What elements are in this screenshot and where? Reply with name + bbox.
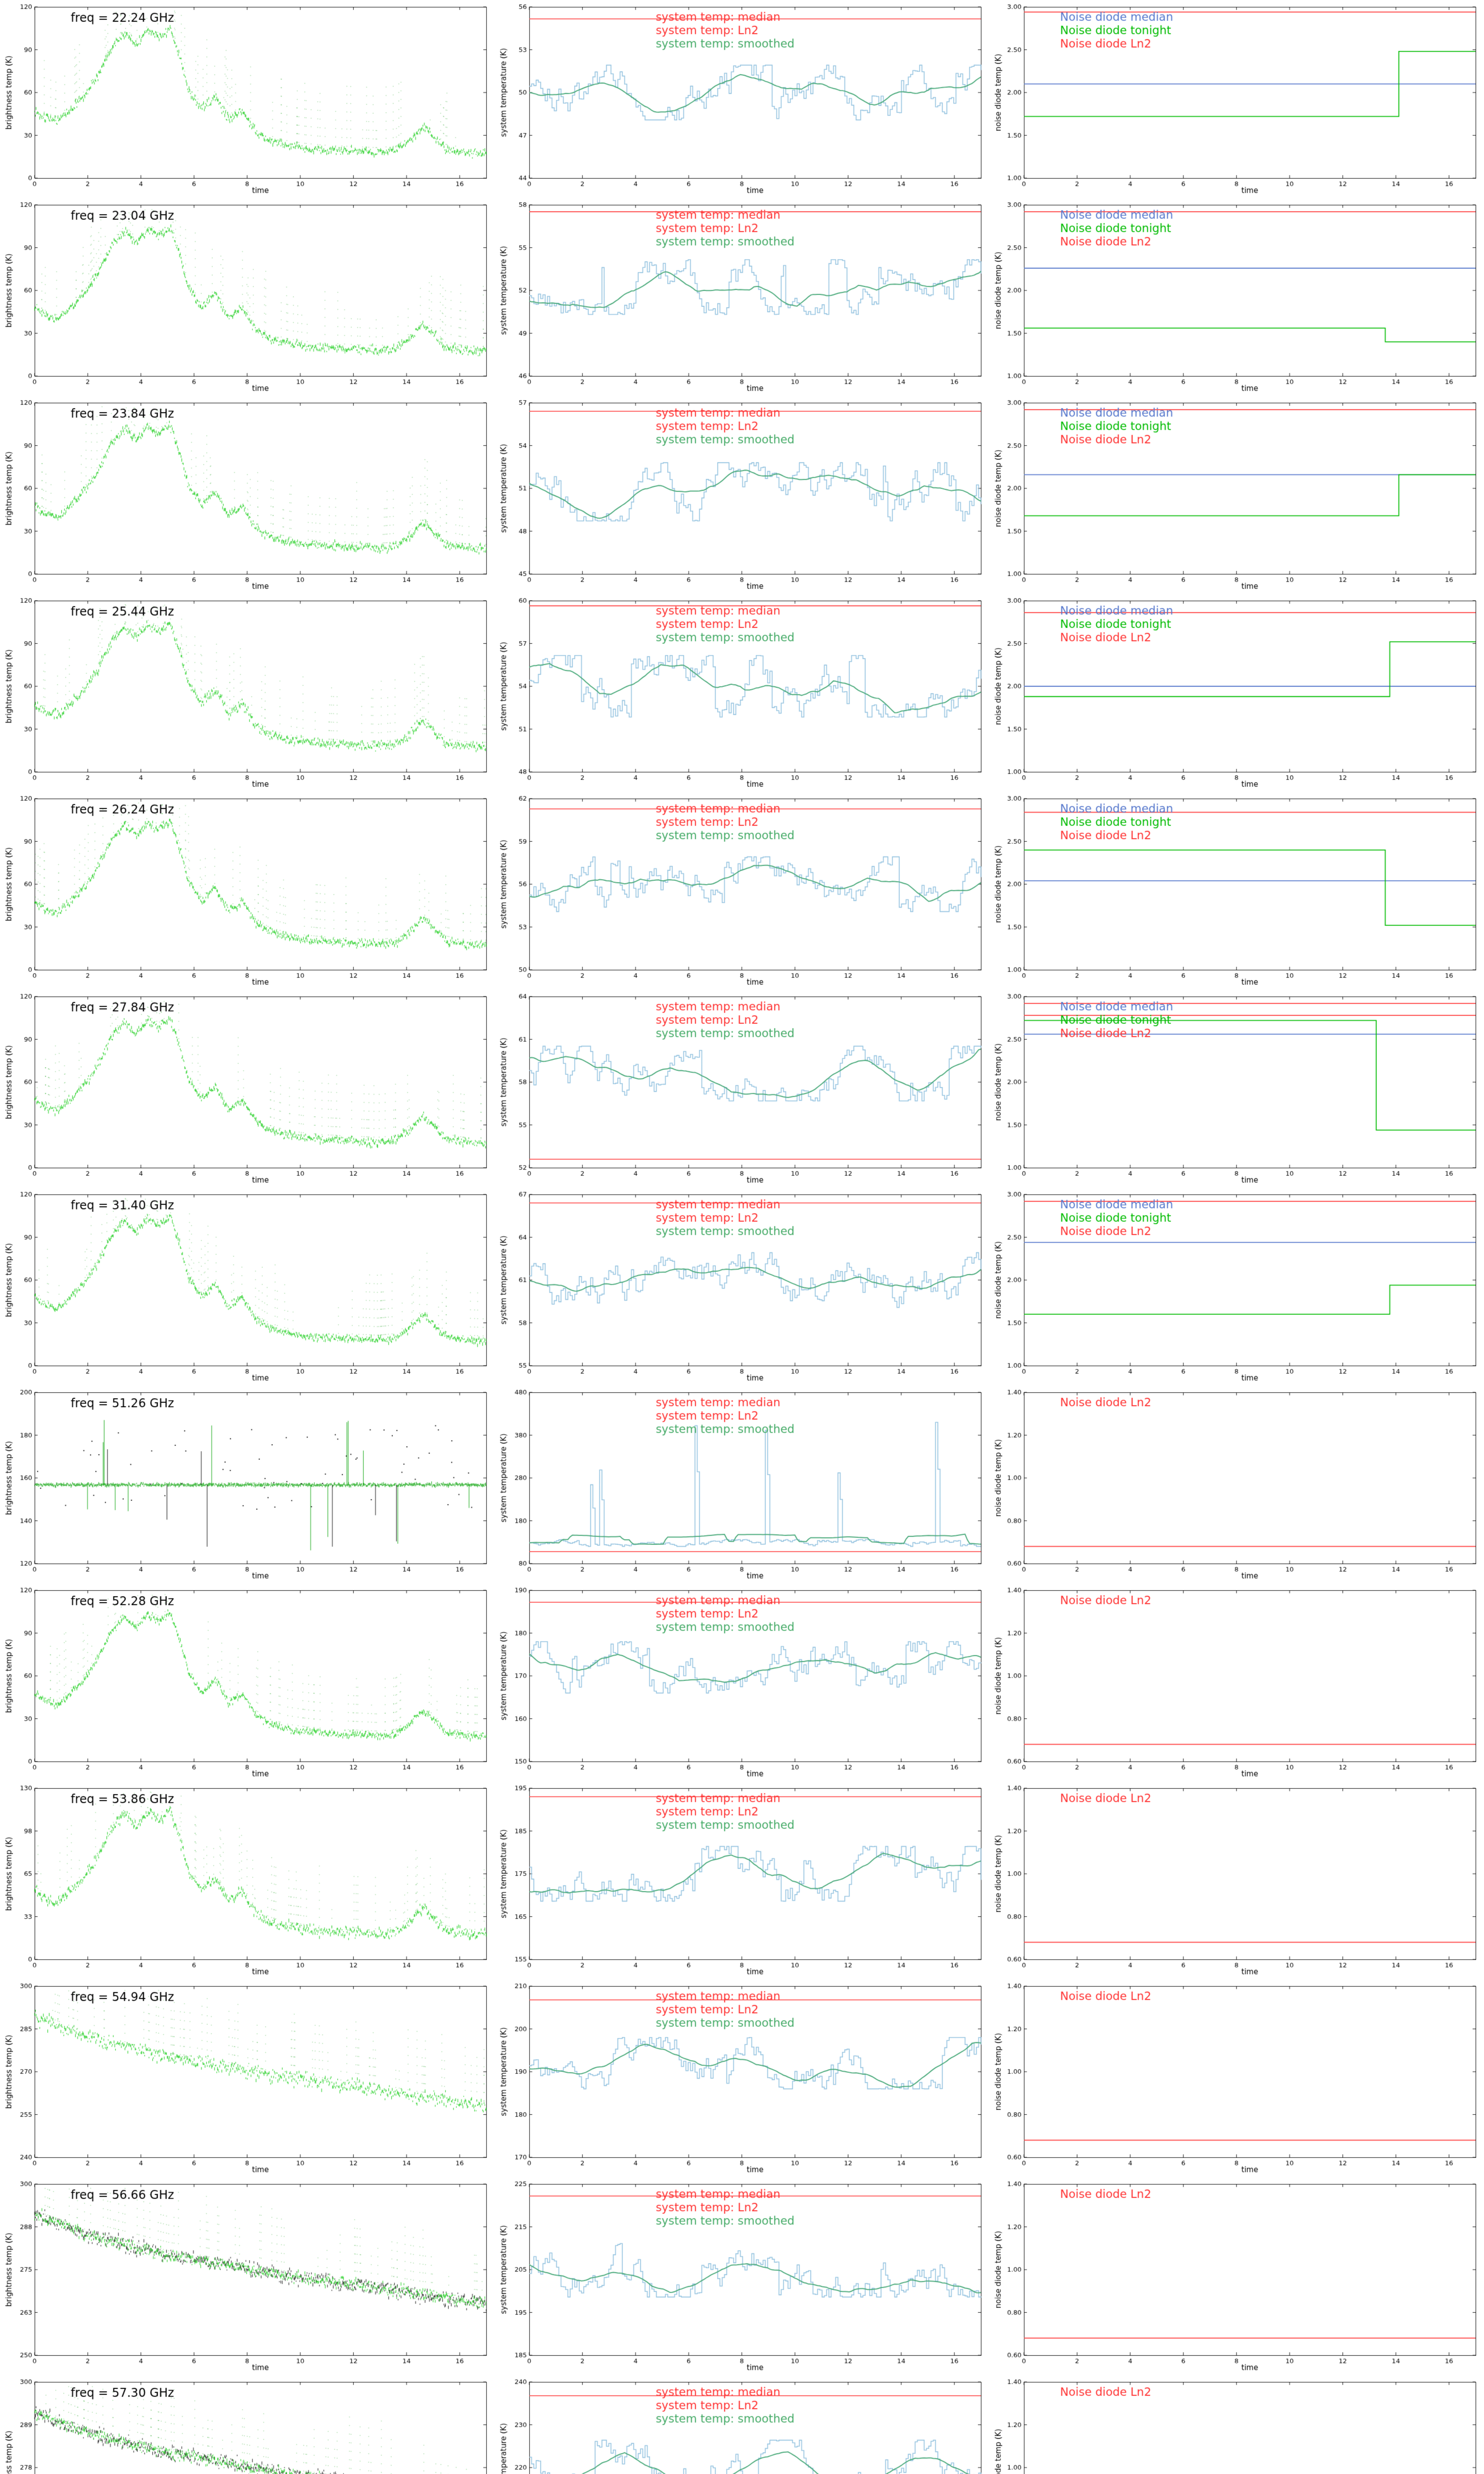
- plot-cell: [989, 2177, 1484, 2375]
- right-noise-diode-chart-row-8: [993, 1387, 1481, 1581]
- plot-cell: [989, 792, 1484, 990]
- plot-row-7: [0, 1188, 1484, 1385]
- right-noise-diode-chart-row-4: [993, 596, 1481, 790]
- left-brightness-chart-row-11: [3, 1981, 491, 2175]
- middle-system-temp-chart-row-5: [498, 794, 986, 988]
- middle-system-temp-chart-row-13: [498, 2377, 986, 2474]
- plot-cell: [989, 990, 1484, 1188]
- left-brightness-chart-row-8: [3, 1387, 491, 1581]
- plot-cell: [0, 1583, 495, 1781]
- left-brightness-chart-row-2: [3, 200, 491, 394]
- middle-system-temp-chart-row-7: [498, 1189, 986, 1383]
- right-noise-diode-chart-row-7: [993, 1189, 1481, 1383]
- plot-cell: [0, 198, 495, 396]
- plot-cell: [0, 792, 495, 990]
- middle-system-temp-chart-row-9: [498, 1585, 986, 1779]
- plot-cell: [0, 2177, 495, 2375]
- plot-row-10: [0, 1781, 1484, 1979]
- right-noise-diode-chart-row-10: [993, 1783, 1481, 1977]
- plot-row-11: [0, 1979, 1484, 2177]
- plot-cell: [495, 2177, 989, 2375]
- right-noise-diode-chart-row-3: [993, 398, 1481, 592]
- left-brightness-chart-row-1: [3, 2, 491, 196]
- right-noise-diode-chart-row-13: [993, 2377, 1481, 2474]
- plot-row-6: [0, 990, 1484, 1188]
- plot-row-12: [0, 2177, 1484, 2375]
- right-noise-diode-chart-row-9: [993, 1585, 1481, 1779]
- plot-cell: [989, 1385, 1484, 1583]
- plot-cell: [989, 1188, 1484, 1385]
- left-brightness-chart-row-9: [3, 1585, 491, 1779]
- plot-row-13: [0, 2375, 1484, 2474]
- plot-cell: [495, 0, 989, 198]
- plot-cell: [495, 792, 989, 990]
- middle-system-temp-chart-row-3: [498, 398, 986, 592]
- plot-row-9: [0, 1583, 1484, 1781]
- plot-cell: [0, 1385, 495, 1583]
- plot-cell: [0, 1979, 495, 2177]
- plot-cell: [495, 1781, 989, 1979]
- middle-system-temp-chart-row-2: [498, 200, 986, 394]
- plot-row-1: [0, 0, 1484, 198]
- plot-cell: [0, 594, 495, 792]
- plot-cell: [495, 594, 989, 792]
- plot-cell: [989, 0, 1484, 198]
- left-brightness-chart-row-3: [3, 398, 491, 592]
- plot-cell: [0, 2375, 495, 2474]
- plot-cell: [0, 0, 495, 198]
- plot-cell: [495, 990, 989, 1188]
- plot-cell: [989, 1781, 1484, 1979]
- plot-cell: [495, 1979, 989, 2177]
- left-brightness-chart-row-4: [3, 596, 491, 790]
- plot-cell: [989, 2375, 1484, 2474]
- middle-system-temp-chart-row-4: [498, 596, 986, 790]
- plot-cell: [989, 198, 1484, 396]
- plot-cell: [495, 2375, 989, 2474]
- plot-row-8: [0, 1385, 1484, 1583]
- plot-cell: [0, 990, 495, 1188]
- left-brightness-chart-row-7: [3, 1189, 491, 1383]
- plot-cell: [989, 396, 1484, 594]
- plot-cell: [989, 1583, 1484, 1781]
- middle-system-temp-chart-row-6: [498, 992, 986, 1186]
- left-brightness-chart-row-6: [3, 992, 491, 1186]
- right-noise-diode-chart-row-12: [993, 2179, 1481, 2373]
- plot-cell: [495, 1188, 989, 1385]
- plot-cell: [495, 1583, 989, 1781]
- plot-cell: [0, 396, 495, 594]
- middle-system-temp-chart-row-11: [498, 1981, 986, 2175]
- plot-row-5: [0, 792, 1484, 990]
- plot-cell: [0, 1781, 495, 1979]
- left-brightness-chart-row-12: [3, 2179, 491, 2373]
- middle-system-temp-chart-row-8: [498, 1387, 986, 1581]
- left-brightness-chart-row-13: [3, 2377, 491, 2474]
- plot-row-3: [0, 396, 1484, 594]
- plot-cell: [0, 1188, 495, 1385]
- plot-row-4: [0, 594, 1484, 792]
- plot-cell: [989, 594, 1484, 792]
- left-brightness-chart-row-5: [3, 794, 491, 988]
- right-noise-diode-chart-row-6: [993, 992, 1481, 1186]
- right-noise-diode-chart-row-2: [993, 200, 1481, 394]
- middle-system-temp-chart-row-10: [498, 1783, 986, 1977]
- left-brightness-chart-row-10: [3, 1783, 491, 1977]
- middle-system-temp-chart-row-1: [498, 2, 986, 196]
- plot-cell: [495, 1385, 989, 1583]
- middle-system-temp-chart-row-12: [498, 2179, 986, 2373]
- right-noise-diode-chart-row-5: [993, 794, 1481, 988]
- plot-cell: [989, 1979, 1484, 2177]
- plot-row-2: [0, 198, 1484, 396]
- right-noise-diode-chart-row-1: [993, 2, 1481, 196]
- plot-cell: [495, 396, 989, 594]
- plot-cell: [495, 198, 989, 396]
- right-noise-diode-chart-row-11: [993, 1981, 1481, 2175]
